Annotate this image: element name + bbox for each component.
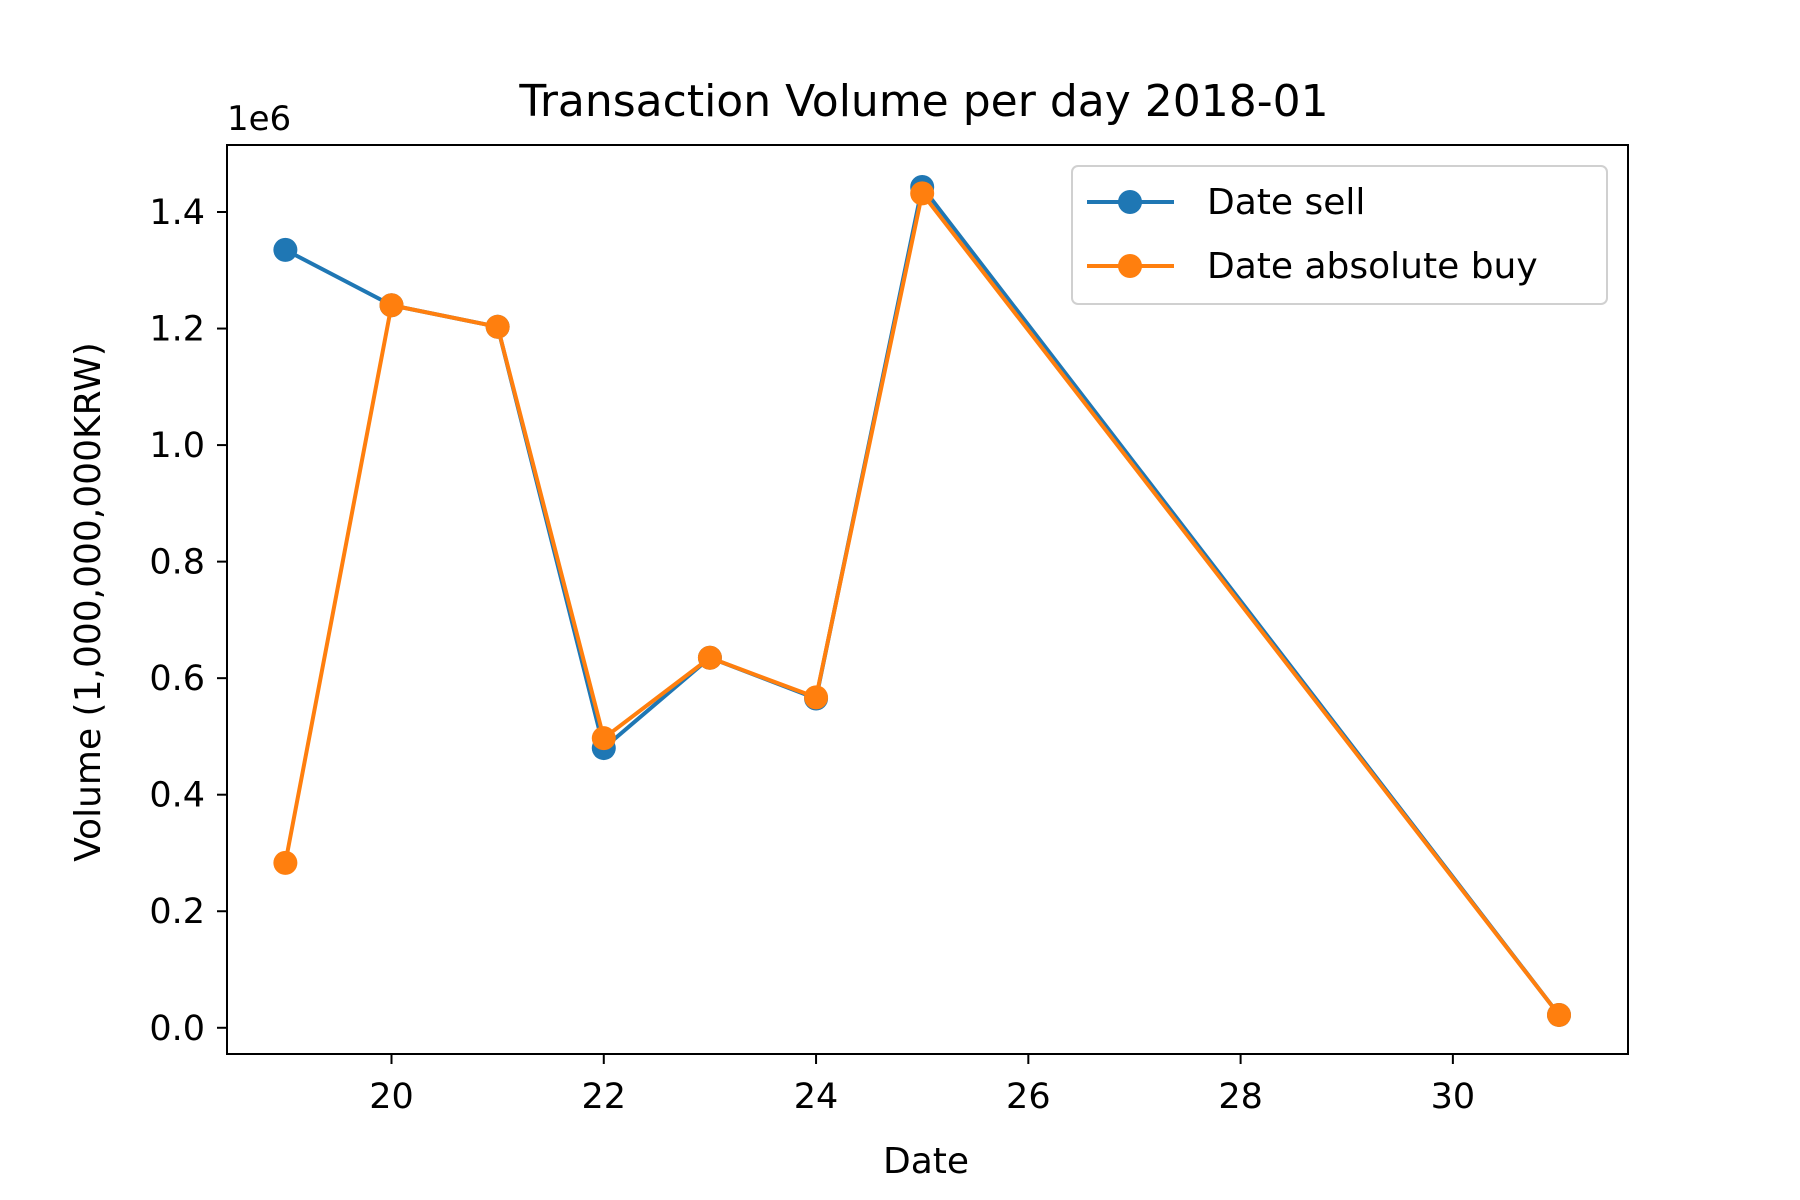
y-axis-offset-label: 1e6 [227, 99, 291, 139]
data-point-date-absolute-buy [379, 293, 404, 318]
x-tick-label: 24 [794, 1077, 839, 1117]
legend-label-date-absolute-buy: Date absolute buy [1207, 246, 1538, 287]
x-tick-label: 20 [369, 1077, 414, 1117]
y-axis-label: Volume (1,000,000,000KRW) [68, 342, 109, 862]
chart-title: Transaction Volume per day 2018-01 [518, 76, 1328, 127]
x-axis: 20 22 24 26 28 30 [369, 1054, 1475, 1117]
y-axis: 0.0 0.2 0.4 0.6 0.8 1.0 1.2 1.4 [149, 193, 227, 1049]
series-line-date-sell [283, 184, 1562, 1017]
data-point-date-absolute-buy [1547, 1002, 1572, 1027]
x-axis-label: Date [883, 1141, 969, 1182]
data-point-date-absolute-buy [273, 850, 298, 875]
y-tick-label: 0.6 [149, 659, 205, 699]
data-point-date-absolute-buy [485, 314, 510, 339]
x-tick-label: 28 [1218, 1077, 1263, 1117]
y-tick-label: 1.0 [149, 426, 205, 466]
legend: Date sell Date absolute buy [1071, 165, 1608, 305]
y-tick-label: 0.4 [149, 776, 205, 816]
y-tick-label: 1.2 [149, 310, 205, 350]
legend-marker-date-sell [1118, 190, 1142, 214]
plot-area [226, 144, 1629, 1055]
y-tick-label: 0.0 [149, 1009, 205, 1049]
legend-label-date-sell: Date sell [1207, 182, 1365, 223]
data-point-date-absolute-buy [910, 181, 935, 206]
x-tick-label: 30 [1431, 1077, 1476, 1117]
data-point-date-absolute-buy [804, 685, 829, 710]
data-point-date-absolute-buy [591, 726, 616, 751]
series-layer [273, 174, 1572, 1027]
data-point-date-sell [273, 237, 298, 262]
x-tick-label: 26 [1006, 1077, 1051, 1117]
y-tick-label: 1.4 [149, 193, 205, 233]
legend-box [1071, 165, 1608, 305]
y-tick-label: 0.8 [149, 543, 205, 583]
legend-marker-date-absolute-buy [1118, 254, 1142, 278]
x-tick-label: 22 [582, 1077, 627, 1117]
series-line-date-absolute-buy [283, 191, 1562, 1017]
y-tick-label: 0.2 [149, 892, 205, 932]
data-point-date-absolute-buy [697, 645, 722, 670]
